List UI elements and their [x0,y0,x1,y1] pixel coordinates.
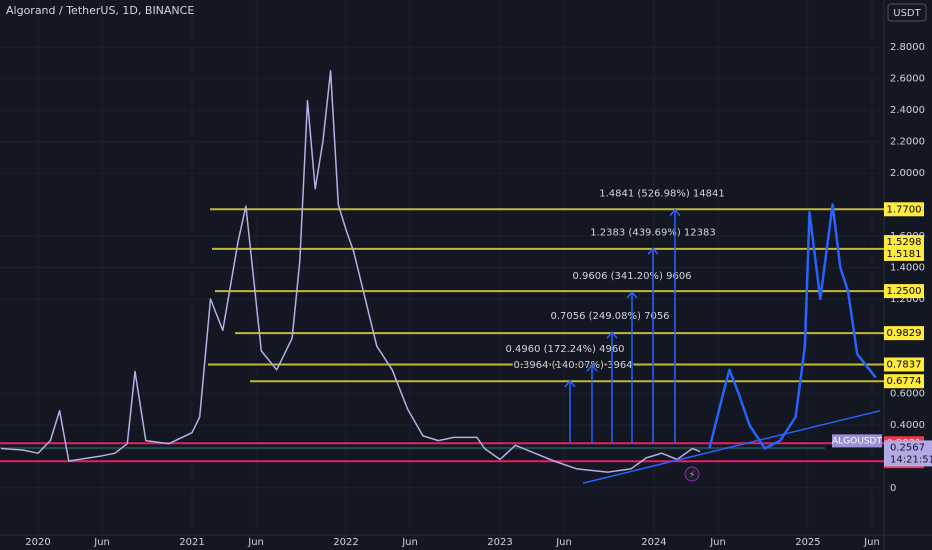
measure-label: 1.4841 (526.98%) 14841 [599,189,724,200]
level-label: 1.5181 [887,249,922,260]
y-tick-label: 2.0000 [890,168,925,179]
y-tick-label: 0.4000 [890,420,925,431]
currency[interactable]: USDT [893,8,921,19]
measure-label: 1.2383 (439.69%) 12383 [590,227,715,238]
chart-title: Algorand / TetherUS, 1D, BINANCE [6,4,194,17]
arrow-head [564,379,576,388]
y-tick-label: 1.4000 [890,263,925,274]
price-line [1,70,701,473]
measure-label: 0.4960 (172.24%) 4960 [505,344,624,355]
x-tick-label: 2023 [487,537,512,548]
x-tick-label: 2022 [333,537,358,548]
y-tick-label: 0 [890,483,896,494]
zone [0,446,825,450]
level-box [884,357,924,372]
plot: 0.3964 (140.07%) 3964 0.4960 (172.24%) 49… [0,0,884,535]
last-price: 0.2567 [890,442,925,453]
x-tick-label: Jun [93,537,110,548]
level-box [884,202,924,217]
level-box [884,235,924,250]
arrow-head [606,331,618,339]
x-tick-label: Jun [247,537,264,548]
level-box [884,284,924,299]
x-tick-label: Jun [709,537,726,548]
measure-label: 0.9606 (341.20%) 9606 [572,271,691,282]
symbol-box [832,434,882,448]
level-label: 0.6774 [887,376,922,387]
measure-label: 0.3964 (140.07%) 3964 [513,360,632,371]
x-tick-label: Jun [555,537,572,548]
x-tick-label: 2025 [795,537,820,548]
event-icon[interactable] [684,466,700,482]
event-icon-glyph[interactable]: ⚡ [689,471,695,481]
level-box [884,374,924,389]
y-tick-label: 1.2000 [890,294,925,305]
level-label: 1.7700 [887,204,922,215]
x-tick-label: Jun [401,537,418,548]
level-box [884,326,924,341]
arrow-head [626,290,638,299]
y-tick-label: 0.6000 [890,388,925,399]
symbol-label: ALGOUSDT [832,436,882,446]
level-label: 0.9829 [887,328,922,339]
y-tick-label: 2.2000 [890,137,925,148]
x-tick-label: 2024 [641,537,666,548]
y-tick-label: 2.6000 [890,74,925,85]
measure-label: 0.7056 (249.08%) 7056 [550,311,669,322]
y-tick-label: 2.8000 [890,42,925,53]
level-box [884,246,924,261]
x-tick-label: Jun [863,537,880,548]
arrow-head [586,364,598,372]
level-label: 0.7837 [887,359,922,370]
currency-button[interactable] [887,3,927,22]
level-label: 1.5298 [887,237,922,248]
projection-line [708,203,877,450]
y-tick-label: 2.4000 [890,105,925,116]
x-tick-label: 2021 [179,537,204,548]
countdown: 14:21:51 [890,454,932,465]
price-box [884,440,932,467]
x-tick-label: 2020 [25,537,50,548]
level-label: 1.2500 [887,286,922,297]
arrow-head [669,208,681,217]
trendline [582,409,881,484]
arrow-head [647,247,659,255]
